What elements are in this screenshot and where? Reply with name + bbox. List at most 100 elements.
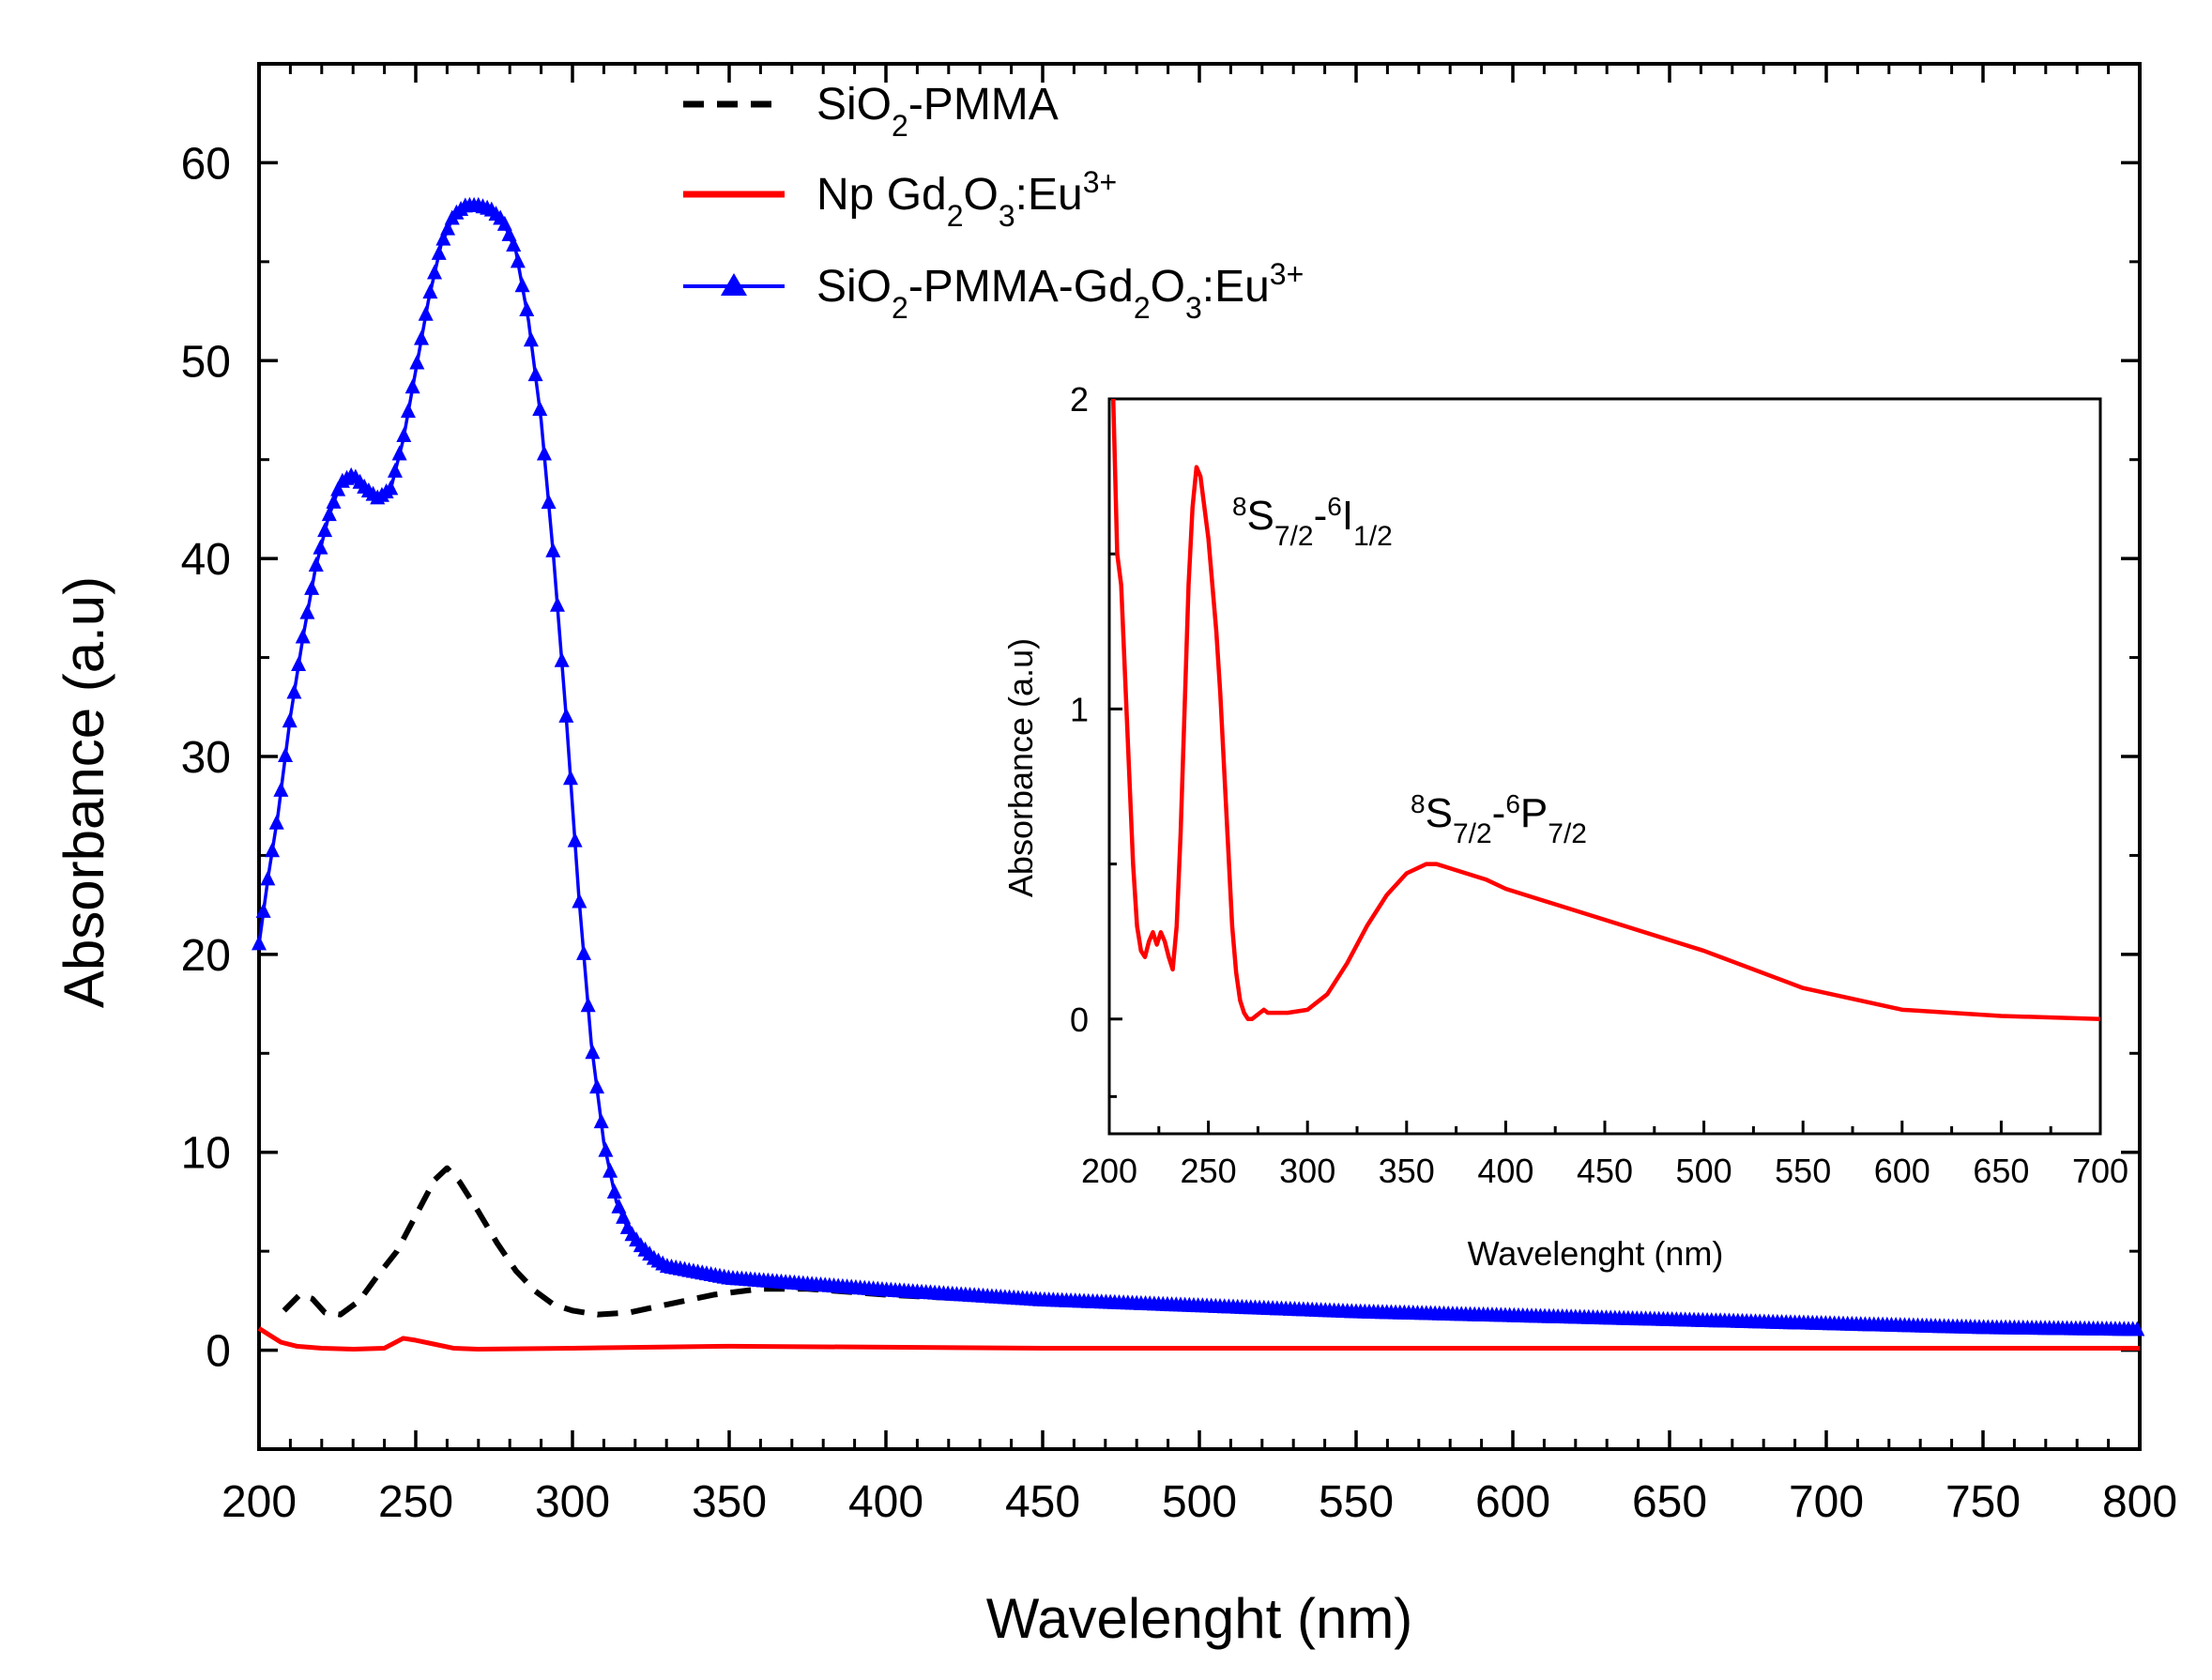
triangle-marker xyxy=(572,893,587,909)
triangle-marker xyxy=(278,747,294,762)
inset-x-tick-label: 450 xyxy=(1577,1152,1633,1190)
triangle-marker xyxy=(501,225,517,241)
x-tick-label: 800 xyxy=(2102,1477,2177,1527)
x-tick-label: 350 xyxy=(692,1477,767,1527)
y-tick-label: 10 xyxy=(181,1129,231,1179)
triangle-marker xyxy=(558,707,574,723)
inset-transition-annotation: 8S7/2-6I1/2 xyxy=(1232,491,1393,551)
triangle-marker xyxy=(313,539,328,555)
triangle-marker xyxy=(400,403,416,419)
main-plot: 200 250 300 350 400 450 500 550 600 650 700 750 800 … xyxy=(53,62,2177,1650)
legend-item-sio2-pmma-gd2o3-eu: SiO2-PMMA-Gd2O3:Eu3+ xyxy=(683,257,1304,325)
inset-x-tick-label: 300 xyxy=(1279,1152,1335,1190)
inset-x-tick-label: 350 xyxy=(1379,1152,1435,1190)
triangle-marker xyxy=(603,1162,618,1178)
triangle-marker xyxy=(514,277,530,293)
series-sio2-pmma-line xyxy=(282,1165,1200,1318)
inset-x-tick-label: 700 xyxy=(2072,1152,2128,1190)
y-tick-label: 50 xyxy=(181,337,231,387)
triangle-marker xyxy=(549,596,565,612)
triangle-marker xyxy=(580,997,596,1013)
x-tick-label: 250 xyxy=(378,1477,453,1527)
x-tick-label: 450 xyxy=(1005,1477,1080,1527)
inset-plot: 200 250 300 350 400 450 500 550 600 650 700 0 1 2 Wa… xyxy=(1001,380,2128,1273)
x-tick-label: 700 xyxy=(1789,1477,1864,1527)
triangle-marker xyxy=(2129,1321,2145,1336)
inset-x-tick-label: 650 xyxy=(1973,1152,2029,1190)
triangle-marker xyxy=(589,1078,605,1094)
triangle-marker xyxy=(299,603,315,619)
legend-label-sio2-pmma: SiO2-PMMA xyxy=(816,80,1059,143)
triangle-marker xyxy=(387,462,403,478)
triangle-marker xyxy=(282,712,297,728)
triangle-marker xyxy=(545,542,561,557)
inset-x-tick-label: 200 xyxy=(1081,1152,1137,1190)
triangle-marker xyxy=(611,1198,627,1214)
y-tick-label: 60 xyxy=(181,139,231,189)
triangle-marker xyxy=(562,770,578,786)
triangle-marker xyxy=(273,781,289,797)
triangle-marker xyxy=(265,842,281,858)
inset-x-tick-label: 250 xyxy=(1181,1152,1237,1190)
triangle-marker xyxy=(308,557,324,573)
triangle-marker xyxy=(541,494,557,510)
y-tick-label: 0 xyxy=(206,1327,231,1377)
inset-x-tick-label: 600 xyxy=(1874,1152,1930,1190)
triangle-marker xyxy=(435,230,451,246)
main-series-group xyxy=(252,196,2145,1352)
triangle-marker xyxy=(404,378,420,394)
inset-x-tick-label: 500 xyxy=(1676,1152,1732,1190)
x-tick-label: 600 xyxy=(1475,1477,1550,1527)
inset-y-tick-label: 2 xyxy=(1070,380,1089,419)
main-x-axis-label: Wavelenght (nm) xyxy=(986,1587,1413,1650)
triangle-marker xyxy=(409,354,425,370)
triangle-marker xyxy=(291,656,307,672)
legend-label-np-gd2o3-eu: Np Gd2O3:Eu3+ xyxy=(816,165,1117,233)
x-tick-label: 400 xyxy=(848,1477,923,1527)
legend-label-sio2-pmma-gd2o3-eu: SiO2-PMMA-Gd2O3:Eu3+ xyxy=(816,257,1304,325)
y-tick-label: 20 xyxy=(181,931,231,981)
triangle-marker xyxy=(391,445,407,461)
inset-y-axis: 0 1 2 xyxy=(1070,380,1122,1098)
triangle-marker xyxy=(554,651,570,667)
legend-item-sio2-pmma: SiO2-PMMA xyxy=(683,80,1059,143)
inset-y-tick-label: 0 xyxy=(1070,1000,1089,1039)
inset-series-line xyxy=(1110,398,2101,1022)
triangle-marker xyxy=(268,814,284,830)
inset-annotations: 8S7/2-6I1/2 8S7/2-6P7/2 xyxy=(1232,491,1587,848)
triangle-marker xyxy=(321,506,337,522)
triangle-marker xyxy=(576,944,592,960)
triangle-marker xyxy=(414,329,430,345)
triangle-marker xyxy=(616,1208,632,1224)
inset-x-tick-label: 550 xyxy=(1775,1152,1831,1190)
triangle-marker xyxy=(295,628,311,644)
triangle-marker xyxy=(422,283,438,299)
legend-marker-triangle-icon xyxy=(721,273,747,296)
triangle-marker xyxy=(286,683,302,699)
triangle-marker xyxy=(532,401,548,416)
legend-item-np-gd2o3-eu: Np Gd2O3:Eu3+ xyxy=(683,165,1117,233)
y-tick-label: 30 xyxy=(181,733,231,783)
triangle-marker xyxy=(527,366,543,382)
x-tick-label: 300 xyxy=(535,1477,610,1527)
x-tick-label: 750 xyxy=(1945,1477,2021,1527)
triangle-marker xyxy=(506,236,522,252)
triangle-marker xyxy=(418,305,434,321)
series-np-gd2o3-eu-line xyxy=(257,1326,2140,1352)
x-tick-label: 500 xyxy=(1162,1477,1237,1527)
triangle-marker xyxy=(326,493,342,509)
triangle-marker xyxy=(440,220,456,236)
triangle-marker xyxy=(330,481,346,496)
triangle-marker xyxy=(510,252,526,268)
series-sio2-pmma-gd2o3-eu-markers xyxy=(252,196,2145,1336)
triangle-marker xyxy=(255,902,271,918)
inset-series-group xyxy=(1110,398,2101,1022)
main-x-axis: 200 250 300 350 400 450 500 550 600 650 700 750 800 xyxy=(221,64,2177,1527)
triangle-marker xyxy=(536,445,552,461)
triangle-marker xyxy=(585,1044,601,1060)
triangle-marker xyxy=(606,1183,622,1199)
triangle-marker xyxy=(317,522,333,538)
triangle-marker xyxy=(523,331,539,347)
x-tick-label: 650 xyxy=(1632,1477,1707,1527)
